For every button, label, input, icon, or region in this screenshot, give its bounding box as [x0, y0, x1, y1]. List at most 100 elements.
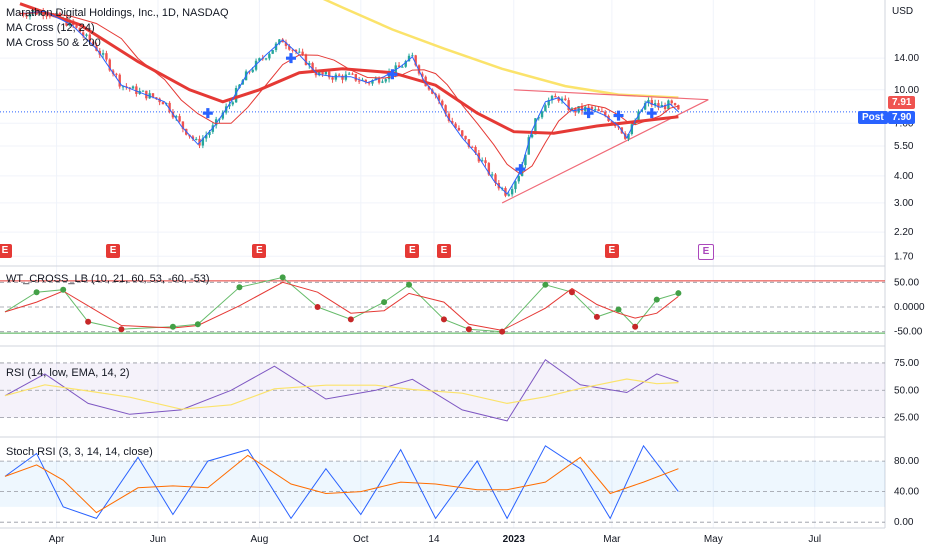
candle-body [557, 97, 560, 101]
time-axis: Apr Jun Aug Oct 14 2023 Mar May Jul [49, 534, 821, 545]
candle-body [540, 111, 544, 118]
candle-body [251, 69, 254, 72]
candle-body [454, 123, 457, 128]
wt-cross-dot [33, 289, 40, 296]
candle-body [507, 194, 510, 196]
earnings-marker[interactable]: E [106, 244, 121, 258]
pane-tick-label: 0.0000 [894, 302, 925, 313]
earnings-marker[interactable]: E [604, 244, 619, 258]
candle-body [281, 39, 284, 43]
post-price-tag: 7.90 [888, 111, 916, 124]
ma50-line [19, 2, 679, 135]
candle-body [381, 81, 384, 83]
wt-cross-dot [653, 296, 660, 303]
wt-cross-dot [568, 289, 575, 296]
candle-body [464, 135, 467, 140]
candle-body [28, 13, 32, 17]
candle-body [411, 55, 414, 57]
candle-body [204, 135, 208, 139]
wt-signal-path [4, 281, 679, 331]
grid-lines [0, 0, 885, 528]
wt-cross-dot [542, 281, 549, 288]
wt-cross-dot [314, 304, 321, 310]
candle-body [401, 66, 404, 68]
candle-body [85, 34, 88, 36]
time-tick-label: 2023 [503, 534, 526, 545]
candle-body [91, 41, 95, 46]
candle-body [600, 111, 604, 113]
candle-body [677, 105, 680, 110]
earnings-marker[interactable]: E [697, 244, 714, 260]
candle-body [115, 73, 118, 75]
earnings-marker[interactable]: E [0, 244, 12, 258]
candle-body [527, 137, 530, 155]
wt-cross-dot [632, 323, 639, 330]
candle-body [364, 79, 368, 83]
price-tick-label: 10.00 [894, 85, 919, 96]
price-tick-label: 14.00 [894, 53, 919, 64]
rsi-ma-path [4, 378, 679, 410]
earnings-marker[interactable]: E [252, 244, 267, 258]
last-price-tag: 7.91 [888, 96, 916, 109]
candle-body [534, 118, 537, 135]
candle-body [301, 51, 304, 55]
candle-body [101, 53, 105, 55]
pane-tick-label: 50.00 [894, 277, 919, 288]
candle-body [587, 106, 590, 108]
price-axis-unit: USD [892, 6, 913, 17]
price-tick-label: 3.00 [894, 198, 914, 209]
chart-legend: Marathon Digital Holdings, Inc., 1D, NAS… [6, 6, 229, 51]
time-tick-label: Aug [250, 534, 268, 545]
pane-separators [0, 0, 886, 529]
wt-cross-dot [169, 323, 176, 330]
earnings-marker[interactable]: E [405, 244, 420, 258]
candle-body [524, 154, 527, 166]
candle-body [457, 127, 461, 131]
candle-body [331, 77, 334, 80]
candle-body [88, 34, 91, 42]
candle-body [25, 15, 28, 17]
candle-body [48, 15, 52, 17]
candle-body [647, 100, 650, 104]
candle-body [328, 71, 331, 78]
symbol-title: Marathon Digital Holdings, Inc., 1D, NAS… [6, 7, 229, 19]
candle-body [550, 95, 554, 101]
time-tick-label: Oct [353, 534, 369, 545]
ma-cross-markers [202, 53, 657, 175]
candle-body [537, 117, 540, 119]
price-tick-label: 1.70 [894, 251, 914, 262]
candle-body [231, 102, 234, 105]
pane-tick-label: 0.00 [894, 517, 914, 528]
ma-cross-marker [285, 53, 296, 64]
candle-body [590, 106, 594, 110]
earnings-marker[interactable]: E [436, 244, 451, 258]
candle-body [75, 25, 78, 28]
wt-cross-dot [60, 286, 67, 293]
ma50-path [19, 2, 679, 135]
candle-body [321, 72, 324, 75]
ma-cross-marker [646, 108, 657, 119]
candle-body [377, 78, 381, 83]
pane-tick-label: -50.00 [894, 327, 923, 338]
candle-body [514, 181, 517, 190]
wt-cross-dot [675, 290, 682, 297]
candle-body [191, 136, 195, 139]
ma-cross-marker [515, 164, 526, 175]
candle-body [580, 106, 584, 111]
candle-body [284, 42, 288, 46]
candle-body [141, 90, 145, 92]
candle-body [577, 106, 580, 113]
candle-body [397, 65, 401, 67]
candle-body [444, 105, 447, 114]
candle-body [610, 121, 614, 123]
candle-body [471, 146, 474, 148]
candle-body [201, 138, 205, 146]
pane-tick-label: 40.00 [894, 487, 919, 498]
stoch-d-path [4, 454, 679, 514]
candle-body [151, 93, 155, 98]
candle-body [673, 103, 677, 106]
candle-body [480, 160, 484, 162]
candle-body [351, 73, 354, 75]
candle-body [258, 58, 261, 61]
